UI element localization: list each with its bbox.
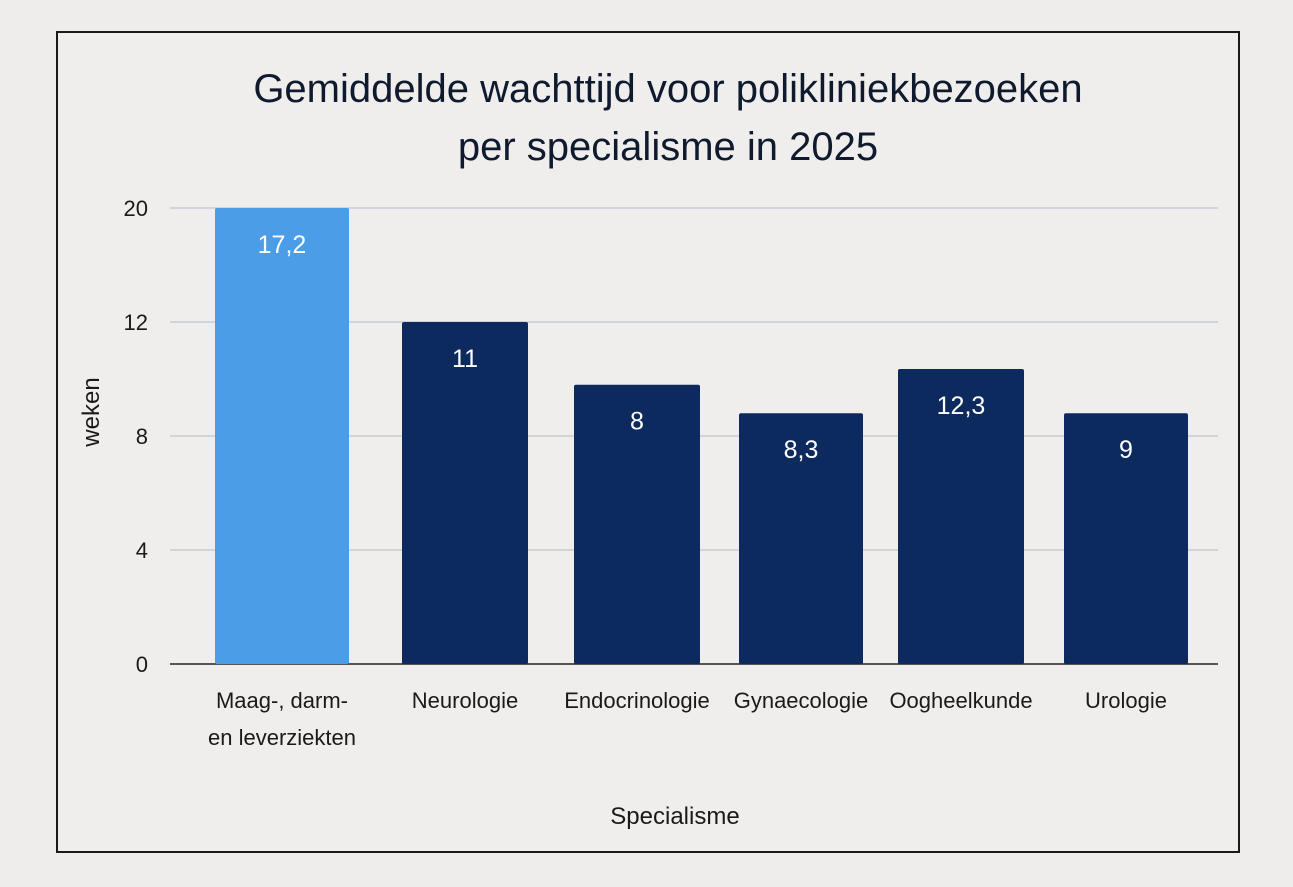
y-axis-label: weken bbox=[78, 377, 105, 447]
y-tick-label: 12 bbox=[124, 310, 148, 335]
bar bbox=[215, 208, 349, 664]
bar bbox=[898, 369, 1024, 664]
chart-title-line-2: per specialisme in 2025 bbox=[458, 125, 878, 169]
y-tick-label: 20 bbox=[124, 196, 148, 221]
bar-data-label: 8 bbox=[630, 408, 644, 436]
bar bbox=[739, 413, 863, 664]
x-tick-label: Maag-, darm- bbox=[216, 688, 348, 713]
bar-data-label: 17,2 bbox=[258, 231, 307, 259]
bar bbox=[574, 384, 700, 664]
y-tick-label: 4 bbox=[136, 538, 148, 563]
x-tick-label: Oogheelkunde bbox=[889, 688, 1032, 713]
x-axis-label: Specialisme bbox=[610, 803, 739, 830]
bar bbox=[1064, 413, 1188, 664]
bar-data-label: 11 bbox=[452, 345, 478, 373]
y-tick-label: 0 bbox=[136, 652, 148, 677]
bar-data-label: 9 bbox=[1119, 436, 1133, 464]
x-tick-label: Urologie bbox=[1085, 688, 1167, 713]
bar-data-label: 12,3 bbox=[937, 392, 986, 420]
x-tick-label: en leverziekten bbox=[208, 725, 356, 750]
x-tick-label: Endocrinologie bbox=[564, 688, 710, 713]
x-tick-label: Neurologie bbox=[412, 688, 518, 713]
bar-data-label: 8,3 bbox=[784, 436, 819, 464]
bar bbox=[402, 322, 528, 664]
y-tick-label: 8 bbox=[136, 424, 148, 449]
x-tick-label: Gynaecologie bbox=[734, 688, 869, 713]
chart-title-line-1: Gemiddelde wachttijd voor polikliniekbez… bbox=[253, 67, 1082, 111]
